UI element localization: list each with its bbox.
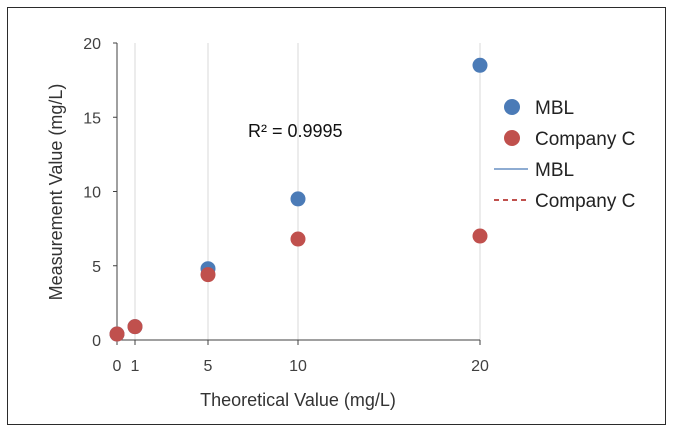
legend-marker-mbl-marker — [504, 99, 520, 115]
data-point-company-c-10 — [290, 231, 306, 247]
legend: MBL Company C MBL Company C — [494, 98, 635, 212]
data-point-company-c-5 — [200, 267, 216, 283]
gridlines — [134, 43, 481, 340]
legend-marker-company-c-marker — [504, 130, 520, 146]
x-tick-label-0: 0 — [113, 358, 122, 375]
data-points — [109, 57, 488, 342]
data-point-mbl-10 — [290, 191, 306, 207]
x-tick-labels: 0 1 5 10 20 — [113, 340, 489, 375]
x-tick-label-10: 10 — [289, 358, 307, 375]
legend-label-company-c-dashed-line: Company C — [535, 191, 635, 212]
x-tick-label-20: 20 — [471, 358, 489, 375]
y-tick-label-0: 0 — [92, 333, 101, 350]
data-point-company-c-0 — [109, 326, 125, 342]
y-tick-label-10: 10 — [83, 185, 101, 202]
data-point-company-c-1 — [127, 319, 143, 335]
x-tick-label-1: 1 — [131, 358, 140, 375]
legend-label-mbl-marker: MBL — [535, 98, 574, 119]
legend-label-mbl-line: MBL — [535, 160, 574, 181]
data-point-company-c-20 — [472, 228, 488, 244]
y-tick-labels: 0 5 10 15 20 — [83, 36, 117, 350]
y-tick-label-5: 5 — [92, 259, 101, 276]
x-axis-title: Theoretical Value (mg/L) — [200, 390, 396, 410]
x-tick-label-5: 5 — [204, 358, 213, 375]
data-point-mbl-20 — [472, 57, 488, 73]
y-tick-label-15: 15 — [83, 110, 101, 127]
y-axis-title: Measurement Value (mg/L) — [46, 84, 66, 301]
r-squared-annotation: R² = 0.9995 — [248, 121, 343, 141]
legend-label-company-c-marker: Company C — [535, 129, 635, 150]
y-tick-label-20: 20 — [83, 36, 101, 53]
